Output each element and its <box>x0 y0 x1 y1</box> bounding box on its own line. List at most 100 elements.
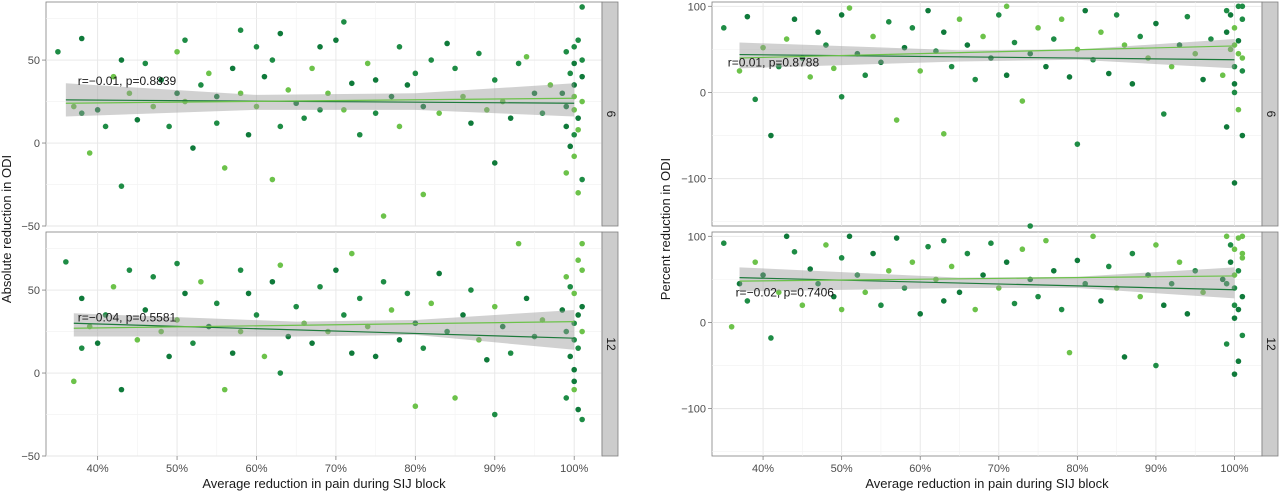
data-point <box>563 123 570 130</box>
data-point <box>253 312 260 318</box>
data-point <box>768 335 774 341</box>
data-point <box>933 48 939 54</box>
data-point <box>1058 306 1065 313</box>
data-point <box>870 33 876 40</box>
data-point <box>579 303 585 310</box>
y-tick-label: 0 <box>34 368 40 380</box>
data-point <box>1082 7 1089 14</box>
data-point <box>134 117 141 123</box>
data-point <box>1035 293 1041 300</box>
data-point <box>563 274 570 280</box>
data-point <box>791 249 798 255</box>
data-point <box>253 44 260 50</box>
correlation-annotation: r=−0.01, p=0.8839 <box>78 74 177 88</box>
data-point <box>571 44 577 50</box>
data-point <box>484 107 490 113</box>
data-point <box>1043 237 1049 244</box>
data-point <box>1231 180 1238 186</box>
data-point <box>807 74 814 80</box>
data-point <box>269 176 276 183</box>
data-point <box>221 386 228 393</box>
data-point <box>277 370 284 376</box>
data-point <box>1011 39 1018 46</box>
data-point <box>396 337 403 343</box>
data-point <box>134 337 141 343</box>
data-point <box>198 278 204 285</box>
data-point <box>909 25 916 31</box>
x-tick-label: 70% <box>325 463 347 475</box>
x-tick-label: 40% <box>87 463 109 475</box>
data-point <box>956 16 963 23</box>
data-point <box>752 259 759 265</box>
facet-panel-6: −50 0 50 r=−0.01, p=0.8839 6 <box>21 1 619 233</box>
x-tick-label: 100% <box>560 463 588 475</box>
data-point <box>1227 12 1234 18</box>
fit-line <box>739 275 1235 282</box>
data-point <box>567 283 574 290</box>
data-point <box>964 42 971 48</box>
facet-strip <box>601 1 619 227</box>
y-axis-title: Percent reduction in ODI <box>658 158 673 300</box>
data-point <box>118 386 125 393</box>
data-point <box>567 70 574 77</box>
confidence-band <box>73 309 575 350</box>
data-point <box>428 300 435 307</box>
x-axis-title: Average reduction in pain during SIJ blo… <box>865 476 1109 491</box>
data-point <box>1200 289 1206 296</box>
data-point <box>575 312 581 318</box>
data-point <box>460 93 466 100</box>
data-point <box>364 60 371 67</box>
data-point <box>499 323 506 330</box>
data-point <box>575 115 581 121</box>
data-point <box>948 63 955 70</box>
data-point <box>150 103 157 110</box>
data-point <box>1239 68 1246 74</box>
data-point <box>1137 293 1144 300</box>
data-point <box>317 107 323 113</box>
data-point <box>862 289 869 296</box>
data-point <box>349 80 355 87</box>
data-point <box>563 103 570 110</box>
data-point <box>571 366 577 373</box>
data-point <box>1019 246 1026 253</box>
data-point <box>972 76 979 83</box>
data-point <box>799 302 806 309</box>
data-point <box>579 267 585 273</box>
y-tick-label: −50 <box>21 221 40 233</box>
y-tick-label: 0 <box>34 138 40 150</box>
data-point <box>815 280 821 287</box>
data-point <box>1090 233 1096 240</box>
data-point <box>815 29 821 35</box>
data-point <box>468 287 474 293</box>
x-tick-label: 80% <box>404 463 426 475</box>
data-point <box>1231 89 1238 96</box>
data-point <box>571 153 577 160</box>
data-point <box>277 123 284 130</box>
x-tick-label: 70% <box>988 463 1010 475</box>
data-point <box>317 44 323 50</box>
data-point <box>388 307 395 313</box>
data-point <box>1176 259 1183 265</box>
data-point <box>126 267 133 273</box>
x-tick-label: 50% <box>831 463 853 475</box>
data-point <box>1027 223 1034 229</box>
data-point <box>1239 293 1246 300</box>
data-point <box>579 73 585 80</box>
data-point <box>158 328 164 335</box>
data-point <box>460 312 466 318</box>
data-point <box>142 307 149 313</box>
data-point <box>333 37 339 43</box>
data-point <box>744 298 751 304</box>
data-point <box>213 93 220 100</box>
data-point <box>1192 50 1199 57</box>
data-point <box>1003 72 1010 79</box>
data-point <box>285 333 292 340</box>
data-point <box>925 7 931 14</box>
data-point <box>420 191 427 198</box>
confidence-band <box>65 83 575 117</box>
data-point <box>783 36 790 42</box>
data-point <box>380 213 387 219</box>
data-point <box>571 386 577 393</box>
data-point <box>956 289 963 296</box>
data-point <box>1043 63 1049 70</box>
